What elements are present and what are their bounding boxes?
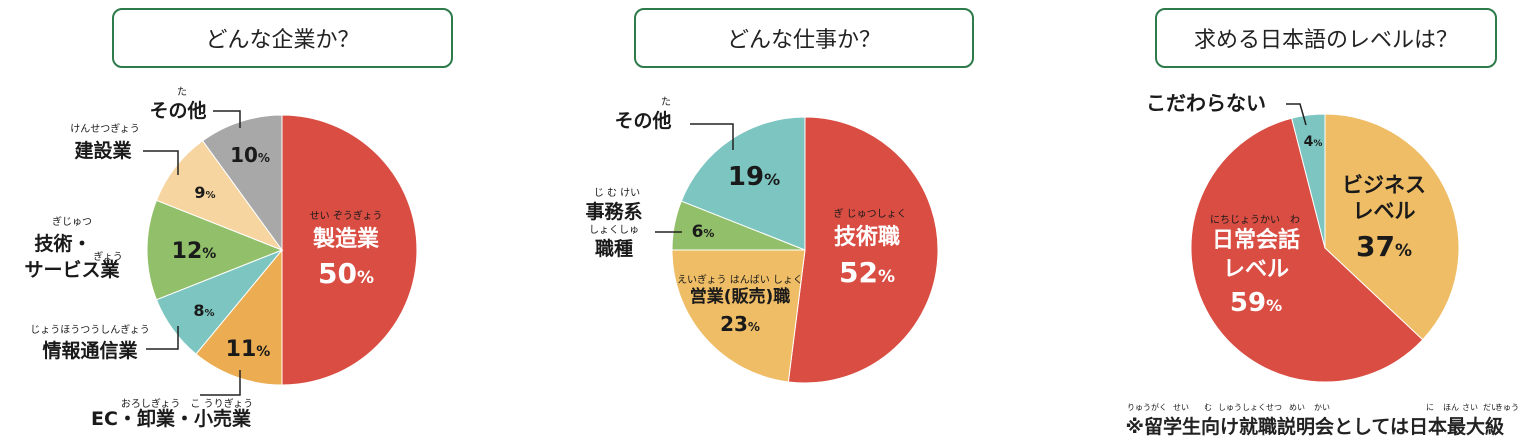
ruby-gyou: ぎょう <box>93 250 123 263</box>
label-ec: EC・卸業・小売業 <box>91 407 252 430</box>
label-sonota-0: その他 <box>149 99 206 122</box>
pie-slice-2-0 <box>1324 113 1460 341</box>
label-gijutsu-2: サービス業 <box>24 258 120 281</box>
pie-slice-2-2 <box>1291 113 1326 249</box>
leader-jouhou <box>146 326 179 350</box>
label-kodawaranai: こだわらない <box>1146 91 1266 115</box>
value-sonota-1: 19% <box>728 162 780 192</box>
value-seizougyou: 50% <box>318 257 374 290</box>
footnote-ruby-1: せい <box>1173 403 1189 412</box>
ruby-shokushu: しょくしゅ <box>589 224 639 236</box>
pie-slice-0-3 <box>146 199 284 301</box>
value-gijutsushoku: 52% <box>839 256 895 289</box>
leader-sonota-0 <box>213 110 241 128</box>
label-nichijou-1: 日常会話 <box>1212 227 1300 253</box>
ruby-sonota-1: た <box>661 96 671 108</box>
label-sonota-1: その他 <box>614 109 671 132</box>
leader-kodawaranai <box>1286 103 1307 126</box>
value-eigyou: 23% <box>720 312 760 336</box>
ruby-ec: おろしぎょう こ うりぎょう <box>121 397 253 410</box>
value-sonota-0: 10% <box>230 143 270 167</box>
leader-sonota-1 <box>690 123 734 150</box>
label-business-1: ビジネス <box>1342 173 1426 197</box>
pie-slice-1-1 <box>671 249 806 383</box>
footnote-ruby-3: しゅうしょくせつ <box>1218 403 1282 412</box>
ruby-gijutsushoku: ぎ じゅつしょく <box>833 207 906 220</box>
footnote-ruby-5: かい <box>1314 403 1330 412</box>
label-jimu-2: 職種 <box>595 237 633 260</box>
footnote-ruby-0: りゅうがく <box>1127 402 1167 412</box>
ruby-jimukei: じ む けい <box>594 187 640 199</box>
footnote-ruby-9: だい <box>1483 403 1499 412</box>
chart-title-company: どんな企業か？ <box>112 8 453 68</box>
chart-title-japanese-level: 求める日本語のレベルは？ <box>1155 8 1497 68</box>
leader-ec <box>200 370 241 396</box>
pie-slice-0-1 <box>195 248 283 386</box>
label-kensetsu: 建設業 <box>74 139 132 162</box>
value-ec: 11% <box>226 337 271 362</box>
pie-slice-1-3 <box>680 116 806 251</box>
footnote-ruby-8: さい <box>1462 403 1478 412</box>
value-jimu: 6% <box>692 222 715 242</box>
footnote-ruby-6: に <box>1426 403 1434 412</box>
ruby-sonota-0: た <box>177 86 187 98</box>
label-jimu-1: 事務系 <box>585 200 642 223</box>
ruby-kensetsu: けんせつぎょう <box>70 122 140 135</box>
ruby-jouhou: じょうほうつうしんぎょう <box>30 323 150 336</box>
label-business-2: レベル <box>1353 199 1416 223</box>
value-business: 37% <box>1356 230 1412 263</box>
pie-slice-1-0 <box>787 116 939 384</box>
ruby-nichijou: にちじょうかい わ <box>1210 214 1300 226</box>
ruby-eigyou: えいぎょう はんばい しょく <box>677 273 803 286</box>
label-seizougyou: 製造業 <box>312 226 380 252</box>
label-jouhou: 情報通信業 <box>42 339 138 362</box>
leader-kensetsu <box>143 150 179 175</box>
label-eigyou: 営業(販売)職 <box>690 286 791 307</box>
footnote-ruby-7: ほん <box>1443 403 1459 412</box>
footnote-ruby-10: きゅう <box>1495 403 1518 412</box>
footnote: ※留学生向け就職説明会としては日本最大級 <box>1125 416 1504 438</box>
pie-slice-0-0 <box>281 114 418 386</box>
value-nichijou: 59% <box>1230 288 1282 318</box>
footnote-ruby-2: む <box>1204 403 1212 412</box>
label-nichijou-2: レベル <box>1223 257 1289 282</box>
label-gijutsushoku: 技術職 <box>834 224 900 250</box>
value-gijutsu: 12% <box>172 239 217 264</box>
value-kensetsu: 9% <box>194 183 215 202</box>
ruby-seizougyou: せい ぞうぎょう <box>310 209 383 222</box>
ruby-gijutsu: ぎじゅつ <box>52 215 92 228</box>
chart-title-job: どんな仕事か？ <box>634 8 974 68</box>
value-jouhou: 8% <box>193 301 214 320</box>
label-gijutsu-1: 技術・ <box>34 232 91 255</box>
pie-slice-2-1 <box>1190 117 1424 383</box>
footnote-ruby-4: めい <box>1289 403 1305 412</box>
value-kodawaranai: 4% <box>1304 134 1323 150</box>
